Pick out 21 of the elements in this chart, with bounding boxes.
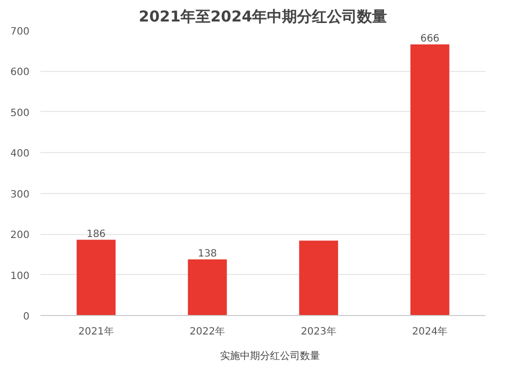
bar — [299, 240, 338, 316]
y-tick-label: 700 — [10, 26, 30, 38]
y-tick-label: 0 — [23, 312, 30, 322]
chart-title: 2021年至2024年中期分红公司数量 — [138, 8, 388, 26]
text: 实施中期分红公司数量 — [220, 350, 320, 363]
y-tick-label: 600 — [10, 67, 30, 78]
text: 666 — [420, 33, 440, 44]
text: 186 — [86, 228, 106, 240]
x-tick-label: 2021年 — [78, 326, 114, 338]
y-tick-label: 500 — [10, 108, 30, 119]
x-tick-label: 2022年 — [190, 326, 226, 338]
x-tick-label: 2024年 — [412, 326, 448, 338]
y-tick-label: 300 — [10, 189, 30, 200]
bar — [76, 240, 116, 316]
text: 138 — [198, 248, 217, 260]
x-tick-label: 2023年 — [300, 326, 336, 338]
y-tick-label: 100 — [10, 270, 30, 282]
y-tick-label: 200 — [10, 230, 30, 242]
y-tick-label: 400 — [10, 148, 30, 160]
bar — [188, 259, 227, 316]
bar — [410, 44, 450, 316]
